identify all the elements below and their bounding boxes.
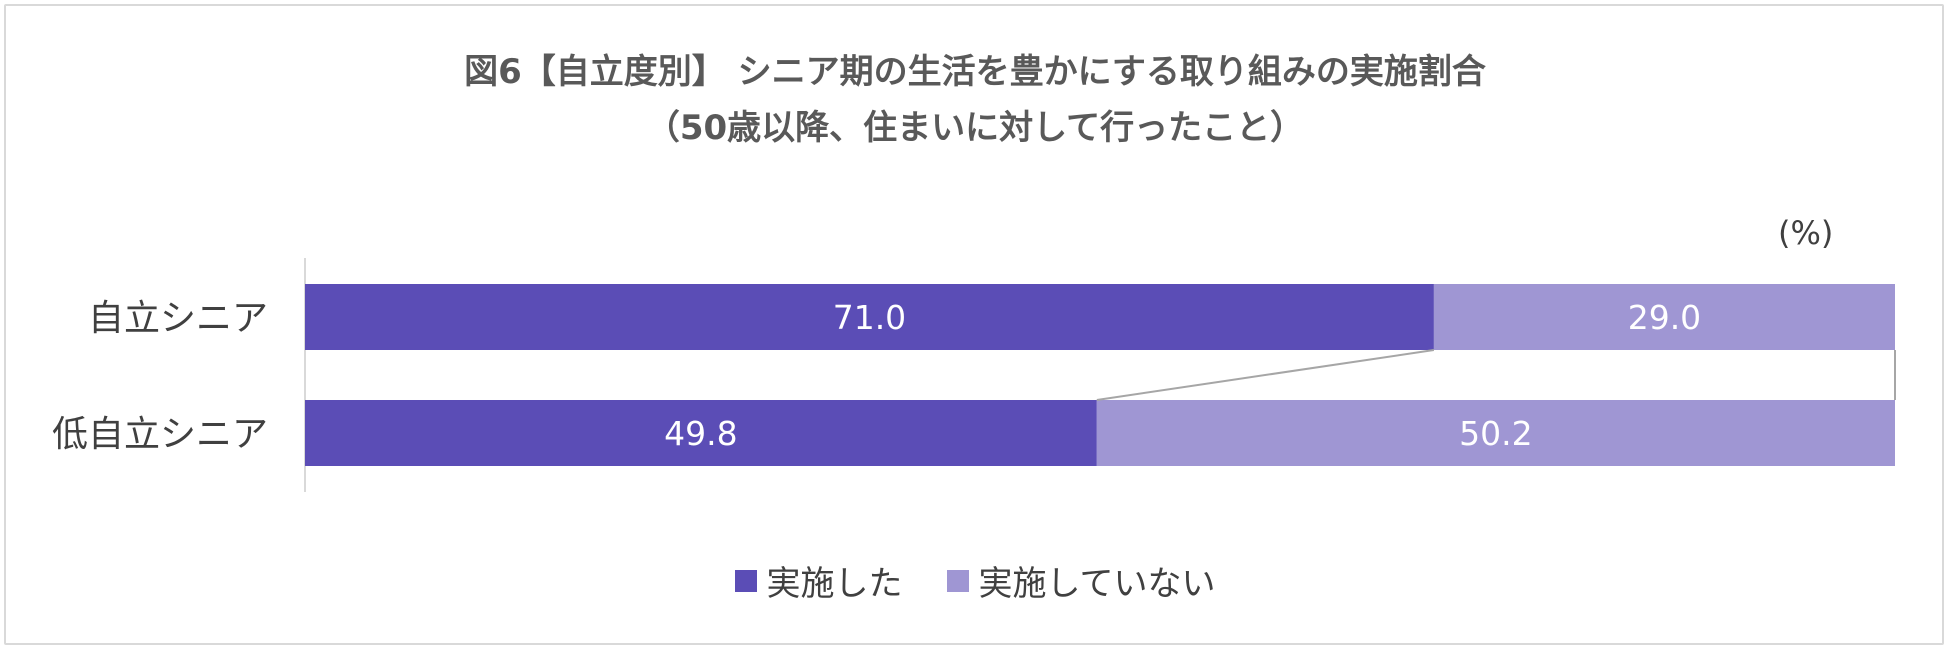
- bar-segment-0-1: [305, 400, 1097, 466]
- chart-frame: [4, 4, 1944, 645]
- unit-label: (%): [1778, 214, 1834, 252]
- bar-segment-1-1: [1096, 400, 1895, 466]
- legend-item-implemented: 実施した: [734, 556, 903, 605]
- data-label-0-0: 71.0: [833, 298, 906, 337]
- legend: 実施した 実施していない: [0, 556, 1950, 605]
- category-label-1: 低自立シニア: [52, 414, 268, 455]
- chart-subtitle: （50歳以降、住まいに対して行ったこと）: [645, 108, 1305, 148]
- legend-label-implemented: 実施した: [766, 564, 903, 604]
- bar-segment-0-0: [305, 284, 1434, 350]
- chart-title: 図6【自立度別】 シニア期の生活を豊かにする取り組みの実施割合: [464, 52, 1486, 92]
- category-label-0: 自立シニア: [88, 298, 268, 339]
- legend-swatch-not-implemented: [946, 569, 969, 592]
- series-line-0-0: [1096, 349, 1435, 401]
- legend-item-not-implemented: 実施していない: [946, 556, 1216, 605]
- legend-swatch-implemented: [734, 569, 757, 592]
- data-label-1-1: 50.2: [1459, 414, 1532, 453]
- data-label-1-0: 29.0: [1628, 298, 1701, 337]
- bar-segment-1-0: [1433, 284, 1895, 350]
- data-label-0-1: 49.8: [664, 414, 737, 453]
- legend-label-not-implemented: 実施していない: [978, 564, 1216, 604]
